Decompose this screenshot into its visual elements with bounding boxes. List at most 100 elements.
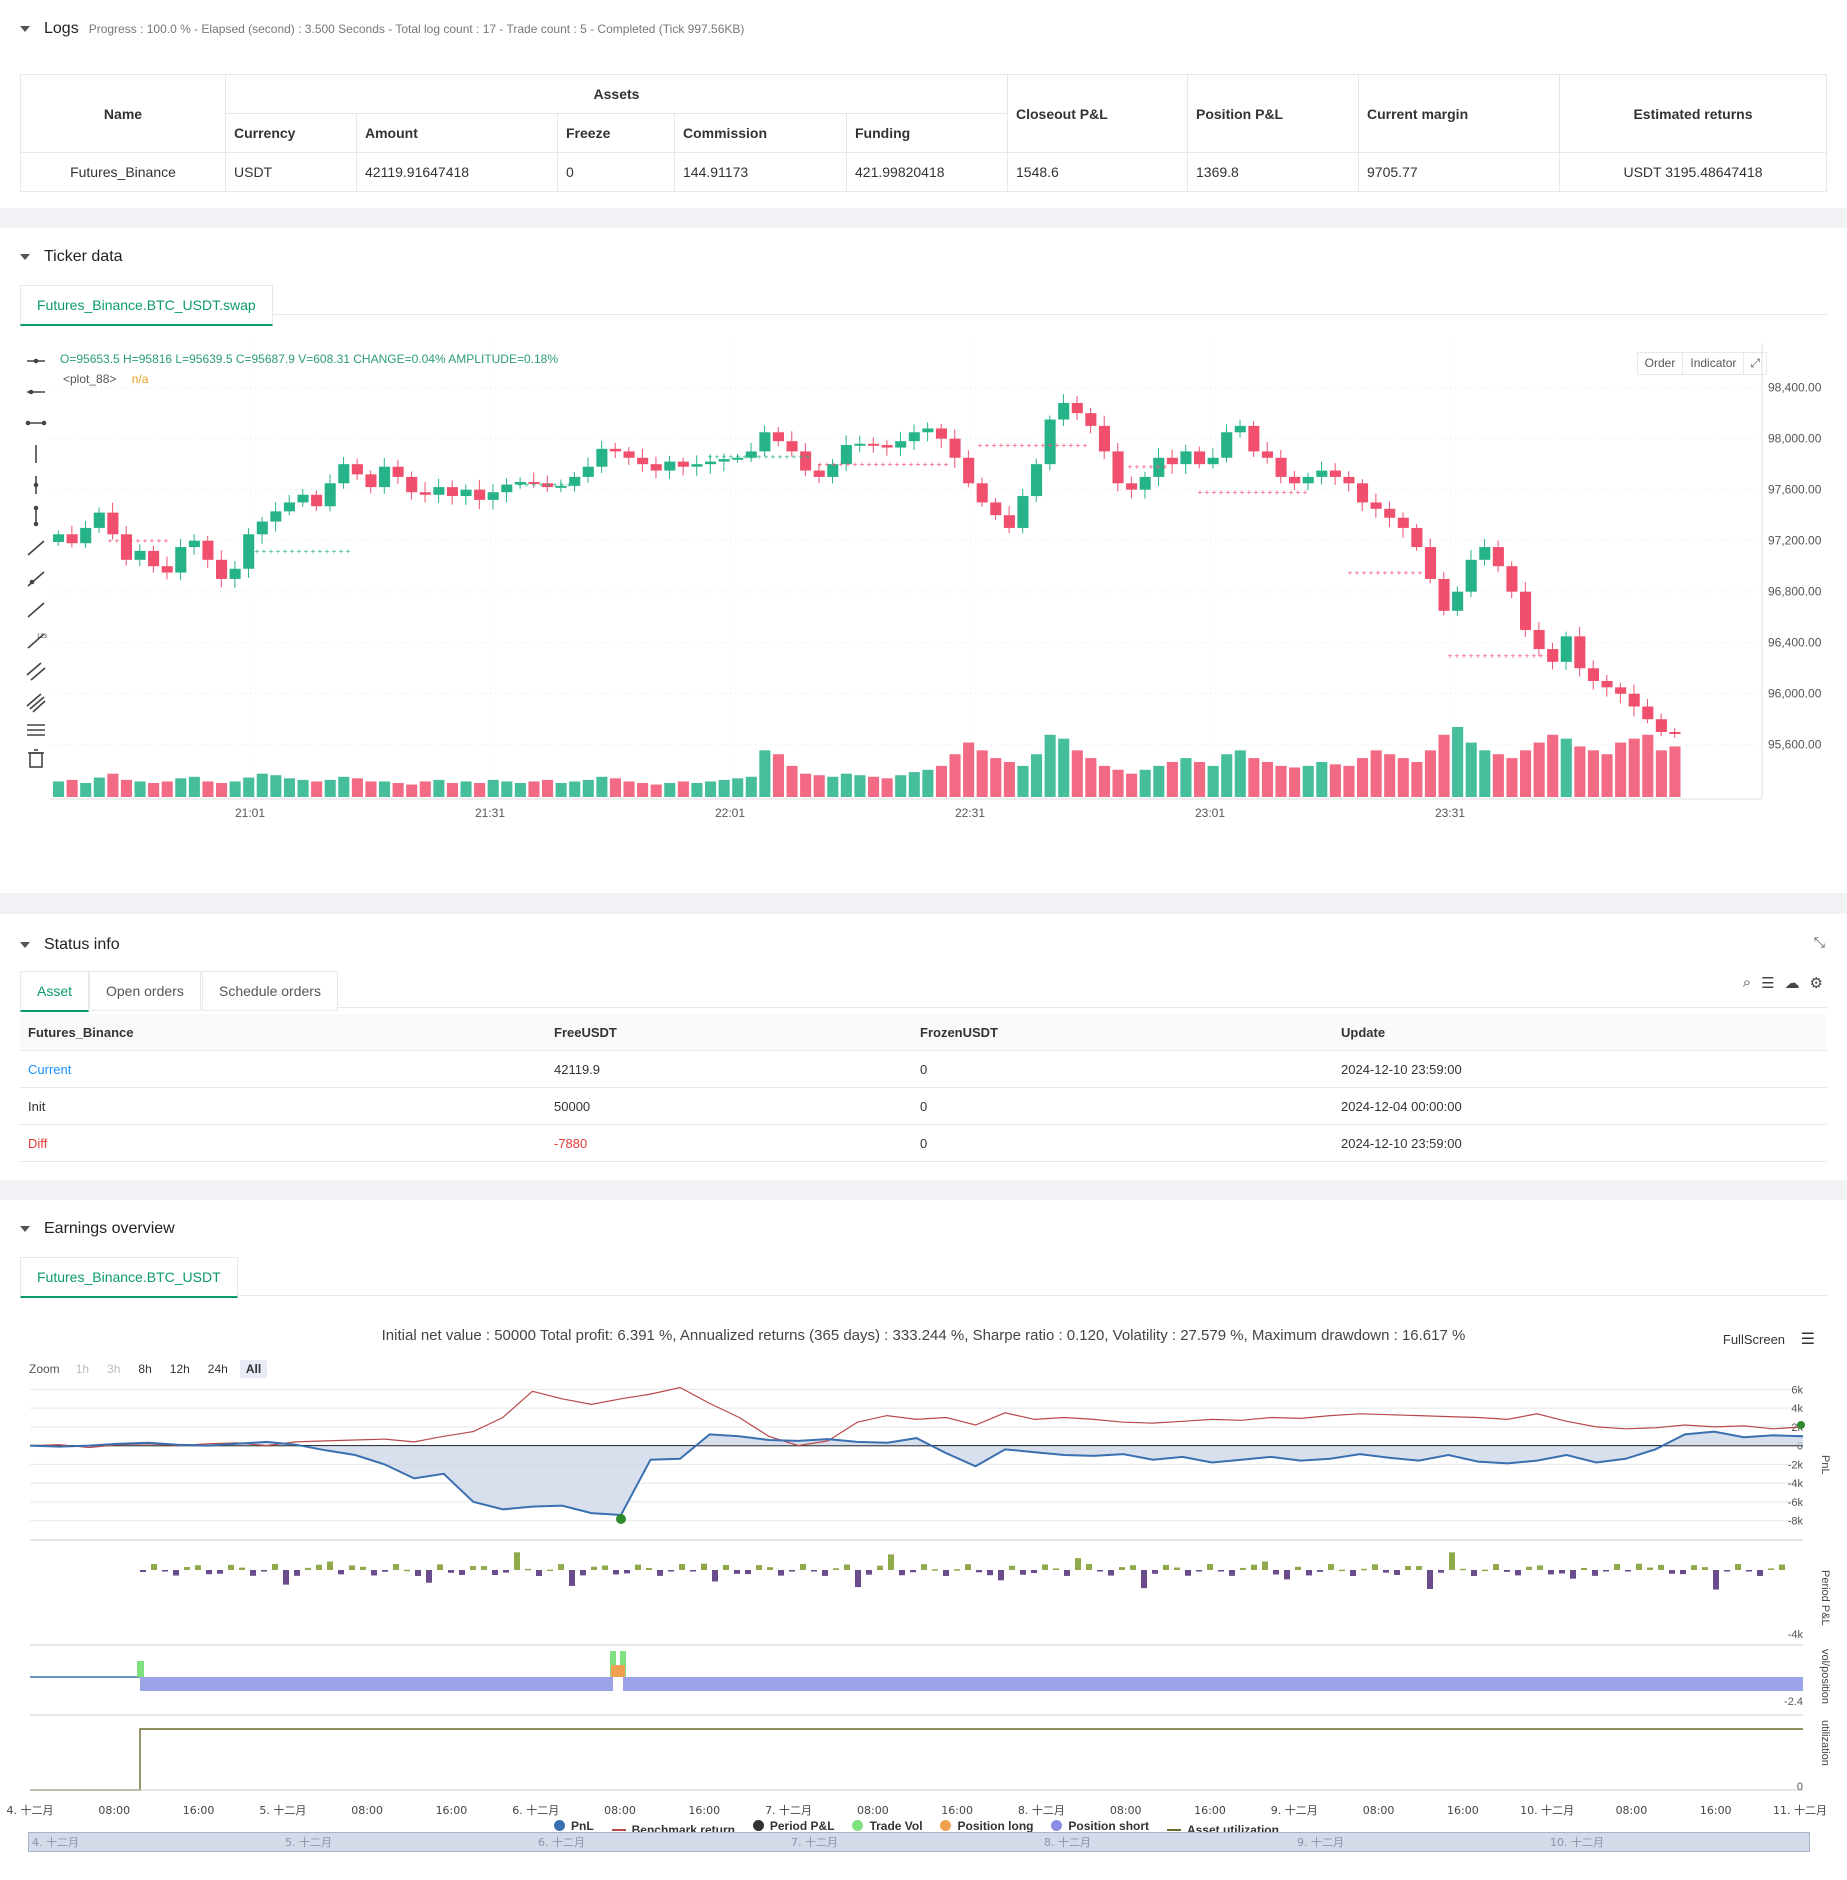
legend-dot-icon	[554, 1820, 566, 1831]
collapse-window-icon[interactable]: ⤡	[1813, 934, 1825, 950]
price-line-tool-icon[interactable]: 123	[27, 633, 48, 649]
zoom-1h-button[interactable]: 1h	[75, 1362, 90, 1376]
collapse-caret-icon[interactable]	[20, 942, 30, 948]
indicator-button[interactable]: Indicator	[1683, 353, 1745, 374]
candle-body	[1275, 457, 1287, 477]
tab-asset[interactable]: Asset	[20, 971, 90, 1012]
x-tick-label: 21:01	[235, 806, 265, 820]
logs-header[interactable]: Logs Progress : 100.0 % - Elapsed (secon…	[20, 20, 744, 38]
stop-marker: +	[283, 547, 288, 556]
expand-icon[interactable]: ⤢	[1750, 356, 1760, 370]
y-tick-label: 96,000.00	[1768, 687, 1822, 701]
tab-earnings-symbol[interactable]: Futures_Binance.BTC_USDT	[20, 1257, 238, 1298]
volume-bar	[772, 754, 784, 797]
candle-body	[1153, 457, 1165, 477]
legend-period-pnl[interactable]: Period P&L	[752, 1819, 835, 1833]
fibonacci-tool-icon[interactable]	[26, 693, 46, 713]
list-icon[interactable]: ☰	[1761, 975, 1775, 992]
row-label-current[interactable]: Current	[20, 1050, 546, 1088]
stop-marker: +	[888, 460, 893, 469]
zoom-all-button[interactable]: All	[239, 1360, 268, 1378]
ray-line-tool-icon[interactable]	[27, 571, 45, 587]
period-bar	[1130, 1565, 1136, 1570]
collapse-caret-icon[interactable]	[20, 1226, 30, 1232]
period-bar	[767, 1567, 773, 1570]
y-tick-label: -4k	[1788, 1478, 1804, 1490]
volume-bar	[297, 779, 309, 797]
navigator-bar[interactable]	[28, 1832, 1810, 1852]
stop-marker: +	[1490, 651, 1495, 660]
stop-marker: +	[902, 460, 907, 469]
zoom-12h-button[interactable]: 12h	[169, 1362, 190, 1376]
period-bar	[1724, 1570, 1730, 1572]
x-tick-label: 22:31	[955, 806, 985, 820]
period-bar	[1328, 1564, 1334, 1570]
candle-body	[555, 485, 567, 488]
fullscreen-label: FullScreen	[1722, 1332, 1786, 1347]
horizontal-line-tool-icon[interactable]	[27, 358, 45, 364]
stop-marker: +	[1076, 441, 1081, 450]
candle-body	[379, 466, 391, 488]
stop-marker: +	[750, 453, 755, 462]
legend-pnl[interactable]: PnL	[554, 1819, 594, 1833]
stop-marker: +	[567, 481, 572, 490]
candle-body	[963, 457, 975, 484]
horizontal-channels-tool-icon[interactable]	[27, 724, 45, 736]
stop-marker: +	[1156, 463, 1161, 472]
order-button[interactable]: Order	[1638, 353, 1684, 374]
cell-amount: 42119.91647418	[356, 152, 558, 192]
horizontal-segment-tool-icon[interactable]	[25, 420, 47, 426]
settings-gear-icon[interactable]: ⚙	[1809, 975, 1823, 992]
period-bar	[162, 1570, 168, 1572]
stop-marker: +	[1027, 441, 1032, 450]
volume-bar	[990, 758, 1002, 797]
period-bar	[1449, 1552, 1455, 1570]
cell-update: 2024-12-10 23:59:00	[1333, 1050, 1827, 1088]
zoom-24h-button[interactable]: 24h	[207, 1362, 228, 1376]
x-tick-label: 10. 十二月	[1520, 1803, 1574, 1817]
candle-body	[1506, 566, 1518, 592]
volume-bar	[1166, 762, 1178, 797]
tab-schedule-orders[interactable]: Schedule orders	[202, 971, 338, 1011]
period-bar	[1735, 1564, 1741, 1570]
collapse-caret-icon[interactable]	[20, 254, 30, 260]
volume-bar	[922, 769, 934, 797]
fullscreen-button[interactable]: FullScreen ☰	[1723, 1329, 1815, 1349]
tab-open-orders[interactable]: Open orders	[89, 971, 201, 1011]
trend-line-tool-icon[interactable]	[27, 540, 45, 556]
legend-trade-vol[interactable]: Trade Vol	[852, 1819, 923, 1833]
legend-position-long[interactable]: Position long	[940, 1819, 1033, 1833]
zoom-3h-button[interactable]: 3h	[107, 1362, 121, 1376]
period-bar	[1680, 1570, 1686, 1575]
parallel-channel-tool-icon[interactable]	[26, 662, 46, 681]
tab-ticker-symbol[interactable]: Futures_Binance.BTC_USDT.swap	[20, 285, 273, 326]
zoom-8h-button[interactable]: 8h	[138, 1362, 152, 1376]
search-icon[interactable]: ⌕	[1742, 974, 1752, 991]
menu-icon[interactable]: ☰	[1800, 1331, 1815, 1348]
stop-marker: +	[1212, 488, 1217, 497]
earnings-header[interactable]: Earnings overview	[20, 1220, 175, 1238]
cell-funding: 421.99820418	[846, 152, 1008, 192]
cell-position: 1369.8	[1187, 152, 1359, 192]
horizontal-ray-tool-icon[interactable]	[27, 389, 45, 395]
volume-bar	[1465, 742, 1477, 797]
collapse-caret-icon[interactable]	[20, 26, 30, 32]
vertical-segment-tool-icon[interactable]	[33, 505, 39, 527]
volume-bar	[1397, 758, 1409, 797]
volume-bar	[1601, 754, 1613, 797]
arrow-line-tool-icon[interactable]	[27, 602, 45, 618]
ticker-header[interactable]: Ticker data	[20, 248, 123, 266]
ohlc-readout: O=95653.5 H=95816 L=95639.5 C=95687.9 V=…	[60, 352, 559, 366]
vertical-ray-tool-icon[interactable]	[33, 476, 39, 494]
stop-marker: +	[297, 547, 302, 556]
volume-bar	[786, 765, 798, 797]
candle-body	[623, 451, 635, 458]
candle-body	[1479, 547, 1491, 560]
ticker-title: Ticker data	[44, 248, 123, 265]
cloud-upload-icon[interactable]: ☁	[1784, 975, 1800, 992]
x-tick-label: 4. 十二月	[7, 1803, 54, 1817]
trash-icon[interactable]	[28, 749, 44, 768]
stop-marker: +	[743, 453, 748, 462]
status-header[interactable]: Status info	[20, 936, 120, 954]
legend-position-short[interactable]: Position short	[1051, 1819, 1149, 1833]
